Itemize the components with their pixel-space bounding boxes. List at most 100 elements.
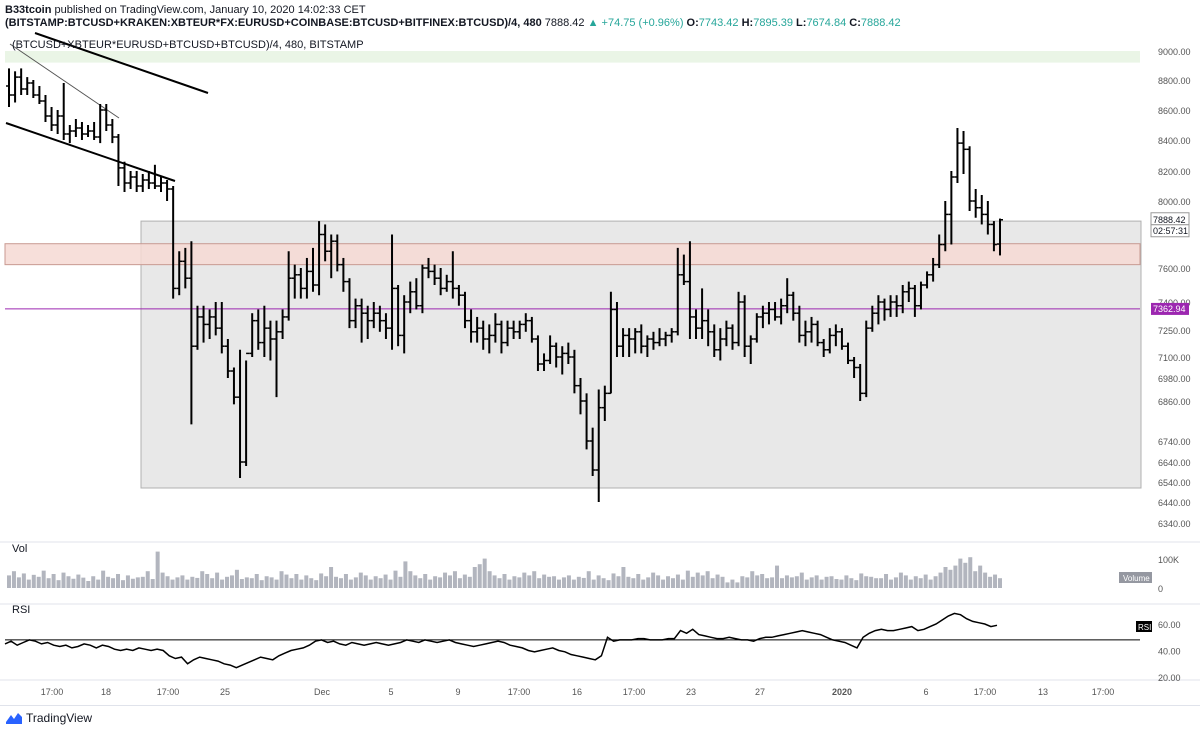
x-tick-label: 17:00 (157, 687, 180, 697)
volume-bar (532, 571, 537, 588)
y-tick-label: 6340.00 (1158, 519, 1191, 529)
volume-bar (180, 575, 185, 588)
volume-bar (145, 571, 150, 588)
volume-bar (155, 551, 160, 588)
y-tick-label: 8200.00 (1158, 167, 1191, 177)
volume-bar (249, 578, 254, 588)
ohlc-bar (905, 281, 912, 302)
x-tick-label: 9 (455, 687, 460, 697)
volume-bar (398, 576, 403, 588)
volume-bar (948, 569, 953, 588)
ohlc-bar (188, 241, 195, 425)
volume-bar (581, 577, 586, 588)
volume-bar (482, 558, 487, 588)
chart-area[interactable]: 9000.00 8800.00 8600.00 8400.00 8200.00 8000.… (0, 24, 1200, 705)
rsi-badge: RSI (1138, 623, 1151, 632)
volume-bar (348, 579, 353, 588)
author-name[interactable]: B33tcoin (5, 4, 52, 16)
x-tick-label: Dec (314, 687, 331, 697)
volume-bar (284, 574, 289, 588)
ohlc-bar (948, 171, 955, 245)
ohlc-bar (127, 171, 134, 189)
volume-bar (443, 572, 448, 588)
ohlc-bar (589, 427, 596, 476)
ohlc-bar (139, 174, 146, 192)
volume-bar (621, 567, 626, 588)
y-tick-label: 6240.00 (1158, 32, 1191, 34)
volume-bar (557, 579, 562, 588)
volume-bar (834, 579, 839, 588)
volume-bar (809, 577, 814, 588)
ohlc-bar (376, 305, 383, 332)
volume-label: Vol (12, 543, 27, 555)
volume-bar (140, 576, 145, 588)
volume-bar (661, 579, 666, 588)
volume-bar (859, 573, 864, 588)
ohlc-bar (297, 268, 304, 299)
volume-bar (452, 571, 457, 588)
price-change: ▲ +74.75 (+0.96%) (587, 17, 684, 29)
ohlc-bar (510, 320, 517, 339)
ohlc-bar (583, 393, 590, 450)
high-value: 7895.39 (753, 17, 793, 29)
ohlc-bar (212, 302, 219, 336)
panel-borders (0, 541, 1200, 681)
ohlc-bar (693, 309, 700, 339)
ohlc-bar (6, 68, 12, 107)
chart-legend: (BTCUSD+XBTEUR*EURUSD+BTCUSD+BTCUSD)/4, … (12, 39, 364, 51)
rsi-tick-label: 20.00 (1158, 673, 1181, 683)
volume-bar (784, 575, 789, 588)
last-price-label: 7888.42 (1153, 215, 1186, 225)
footer-brand[interactable]: TradingView (26, 711, 93, 725)
ohlc-bar (170, 186, 177, 299)
volume-bar (338, 578, 343, 588)
chart-header: B33tcoin published on TradingView.com, J… (0, 0, 1200, 32)
volume-bar (933, 576, 938, 588)
volume-bar (324, 576, 329, 588)
channel-upper-trendline (34, 32, 209, 94)
volume-bar (680, 579, 685, 588)
volume-bar (383, 574, 388, 588)
ohlc-bar (601, 385, 608, 421)
ohlc-bar (18, 68, 25, 95)
volume-bar (646, 577, 651, 588)
volume-bar (299, 579, 304, 588)
ohlc-bar (352, 298, 359, 329)
ohlc-bar (863, 320, 870, 398)
volume-bar (96, 579, 101, 588)
volume-bar (130, 578, 135, 588)
volume-bar (854, 580, 859, 588)
volume-bar (200, 571, 205, 588)
volume-bar (968, 557, 973, 588)
ohlc-bar (765, 302, 772, 325)
volume-bar (239, 579, 244, 588)
ohlc-bar (309, 247, 316, 292)
volume-bar (978, 565, 983, 588)
volume-bar (472, 567, 477, 588)
volume-bar (908, 579, 913, 588)
volume-bar (334, 576, 339, 588)
volume-bar (844, 575, 849, 588)
volume-bar (11, 571, 16, 588)
volume-bar (423, 574, 428, 588)
y-tick-label: 9000.00 (1158, 47, 1191, 57)
ohlc-bar (164, 180, 171, 201)
volume-bar (56, 580, 61, 588)
low-label: L: (796, 17, 807, 29)
ohlc-bar (157, 177, 164, 192)
x-tick-label: 17:00 (41, 687, 64, 697)
volume-bar (651, 572, 656, 588)
tradingview-logo-icon[interactable] (6, 712, 22, 724)
countdown-label: 02:57:31 (1153, 226, 1188, 236)
x-tick-label: 17:00 (508, 687, 531, 697)
volume-bar (264, 576, 269, 588)
ohlc-bar (644, 335, 651, 357)
ohlc-bar (978, 195, 985, 225)
ohlc-bar (851, 357, 858, 378)
volume-bar (66, 576, 71, 588)
chart-svg[interactable]: 9000.00 8800.00 8600.00 8400.00 8200.00 8000.… (0, 24, 1200, 705)
volume-bar (497, 578, 502, 588)
volume-badge-box (1119, 572, 1152, 583)
top-band (5, 51, 1140, 63)
volume-bar (884, 574, 889, 588)
